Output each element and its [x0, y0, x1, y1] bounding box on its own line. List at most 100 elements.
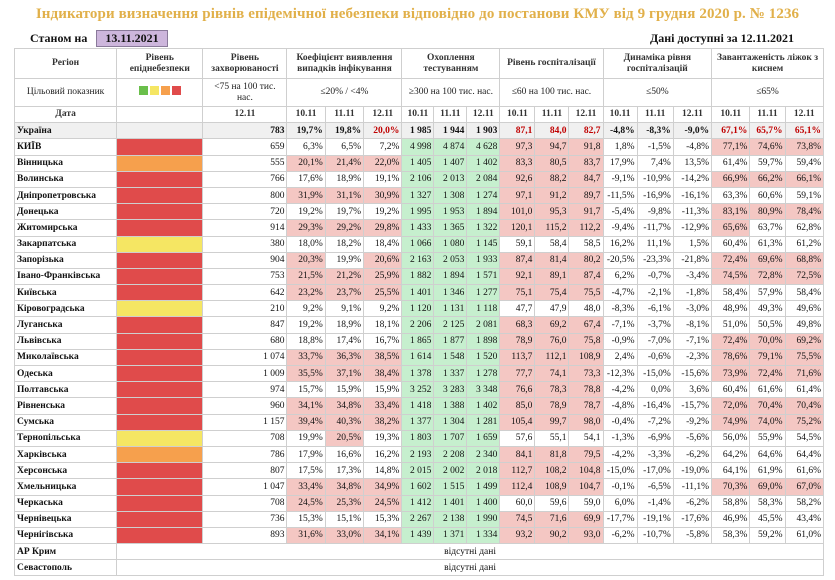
testing-cell: 2 340 [467, 446, 500, 462]
detection-cell: 29,3% [287, 220, 325, 236]
incidence-cell: 807 [203, 463, 287, 479]
region-name: Україна [15, 123, 117, 139]
detection-cell: 34,1% [287, 398, 325, 414]
testing-cell: 1 439 [402, 527, 434, 543]
table-row: Івано-Франківська 753 21,5% 21,2% 25,9% 1 882… [15, 268, 824, 284]
incidence-cell: 786 [203, 446, 287, 462]
detection-cell: 20,3% [287, 252, 325, 268]
header-level: Рівень епіднебезпеки [117, 49, 203, 79]
hosp-cell: 92,1 [500, 268, 535, 284]
testing-cell: 1 322 [467, 220, 500, 236]
beds-cell: 74,5% [712, 268, 750, 284]
hosp-cell: 78,9 [535, 398, 569, 414]
incidence-cell: 753 [203, 268, 287, 284]
testing-cell: 1 903 [467, 123, 500, 139]
beds-cell: 73,9% [712, 366, 750, 382]
hosp-dyn-cell: -19,1% [637, 511, 673, 527]
region-name: Черкаська [15, 495, 117, 511]
testing-cell: 1 614 [402, 349, 434, 365]
hosp-cell: 59,0 [569, 495, 603, 511]
testing-cell: 1 337 [434, 366, 467, 382]
hosp-cell: 87,4 [569, 268, 603, 284]
hosp-cell: 88,2 [535, 171, 569, 187]
region-name: Донецька [15, 204, 117, 220]
region-name: Луганська [15, 317, 117, 333]
region-name: Львівська [15, 333, 117, 349]
incidence-cell: 783 [203, 123, 287, 139]
hosp-cell: 112,7 [500, 463, 535, 479]
detection-cell: 17,3% [325, 463, 363, 479]
beds-cell: 62,8% [785, 220, 823, 236]
testing-cell: 1 405 [402, 155, 434, 171]
detection-cell: 33,4% [364, 398, 402, 414]
testing-cell: 1 371 [434, 527, 467, 543]
hosp-cell: 69,9 [569, 511, 603, 527]
hosp-dyn-cell: -3,7% [637, 317, 673, 333]
testing-cell: 1 707 [434, 430, 467, 446]
level-cell [117, 511, 203, 527]
level-cell [117, 139, 203, 155]
hosp-dyn-cell: -20,5% [603, 252, 637, 268]
hosp-dyn-cell: -23,3% [637, 252, 673, 268]
hosp-dyn-cell: -5,6% [673, 430, 711, 446]
testing-cell: 1 933 [467, 252, 500, 268]
hosp-dyn-cell: -9,2% [673, 414, 711, 430]
testing-cell: 2 002 [434, 463, 467, 479]
beds-cell: 72,4% [712, 252, 750, 268]
hosp-cell: 120,1 [500, 220, 535, 236]
beds-cell: 58,3% [712, 527, 750, 543]
testing-cell: 2 206 [402, 317, 434, 333]
header-hosp-dyn: Динаміка рівня госпіталізацій [603, 49, 712, 79]
hosp-cell: 92,6 [500, 171, 535, 187]
detection-cell: 34,1% [364, 527, 402, 543]
testing-cell: 2 015 [402, 463, 434, 479]
beds-cell: 70,4% [785, 398, 823, 414]
hosp-dyn-cell: -1,8% [673, 285, 711, 301]
detection-cell: 40,3% [325, 414, 363, 430]
level-cell [117, 317, 203, 333]
hosp-dyn-cell: 7,4% [637, 155, 673, 171]
detection-cell: 18,9% [325, 171, 363, 187]
hosp-cell: 87,1 [500, 123, 535, 139]
beds-cell: 73,8% [785, 139, 823, 155]
page-title: Індикатори визначення рівнів епідемічної… [0, 6, 835, 23]
region-name: Сумська [15, 414, 117, 430]
hosp-dyn-cell: 3,6% [673, 382, 711, 398]
table-row: Одеська 1 009 35,5% 37,1% 38,4% 1 378 1 337 1 2… [15, 366, 824, 382]
detection-cell: 23,2% [287, 285, 325, 301]
hosp-dyn-cell: -8,3% [603, 301, 637, 317]
testing-cell: 2 081 [467, 317, 500, 333]
detection-cell: 15,1% [325, 511, 363, 527]
hosp-dyn-cell: -11,3% [673, 204, 711, 220]
detection-cell: 29,8% [364, 220, 402, 236]
hosp-dyn-cell: 2,4% [603, 349, 637, 365]
header-beds: Завантаженість ліжок з киснем [712, 49, 824, 79]
testing-cell: 1 401 [402, 285, 434, 301]
detection-cell: 37,1% [325, 366, 363, 382]
hosp-cell: 58,5 [569, 236, 603, 252]
table-body: Україна 783 19,7% 19,8% 20,0% 1 985 1 944 1 903… [15, 123, 824, 576]
detection-cell: 18,9% [325, 317, 363, 333]
hosp-cell: 98,0 [569, 414, 603, 430]
table-row: Миколаївська 1 074 33,7% 36,3% 38,5% 1 614 1 5… [15, 349, 824, 365]
incidence-target: <75 на 100 тис. нас. [203, 79, 287, 107]
beds-cell: 70,0% [750, 333, 785, 349]
beds-cell: 49,6% [785, 301, 823, 317]
hosp-cell: 55,1 [535, 430, 569, 446]
header-hosp: Рівень госпіталізації [500, 49, 603, 79]
beds-cell: 60,4% [712, 382, 750, 398]
region-name: Вінницька [15, 155, 117, 171]
region-name: Одеська [15, 366, 117, 382]
detection-cell: 15,7% [287, 382, 325, 398]
beds-cell: 60,4% [712, 236, 750, 252]
hosp-dyn-cell: 17,9% [603, 155, 637, 171]
hosp-cell: 95,3 [535, 204, 569, 220]
beds-cell: 66,2% [750, 171, 785, 187]
testing-cell: 1 894 [467, 204, 500, 220]
table-row: Запорізька 904 20,3% 19,9% 20,6% 2 163 2 053 1 … [15, 252, 824, 268]
region-name: Чернівецька [15, 511, 117, 527]
hosp-dyn-cell: -11,1% [673, 479, 711, 495]
hosp-cell: 112,2 [569, 220, 603, 236]
testing-cell: 1 944 [434, 123, 467, 139]
hosp-dyn-cell: -2,1% [637, 285, 673, 301]
